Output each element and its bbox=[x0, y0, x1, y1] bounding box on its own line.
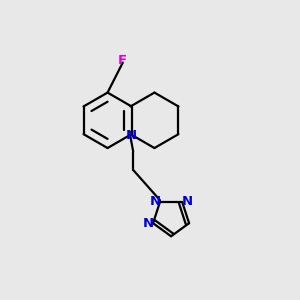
Text: F: F bbox=[118, 54, 128, 67]
Text: N: N bbox=[182, 195, 193, 208]
Text: N: N bbox=[142, 217, 154, 230]
Text: N: N bbox=[126, 129, 137, 142]
Text: N: N bbox=[149, 195, 161, 208]
